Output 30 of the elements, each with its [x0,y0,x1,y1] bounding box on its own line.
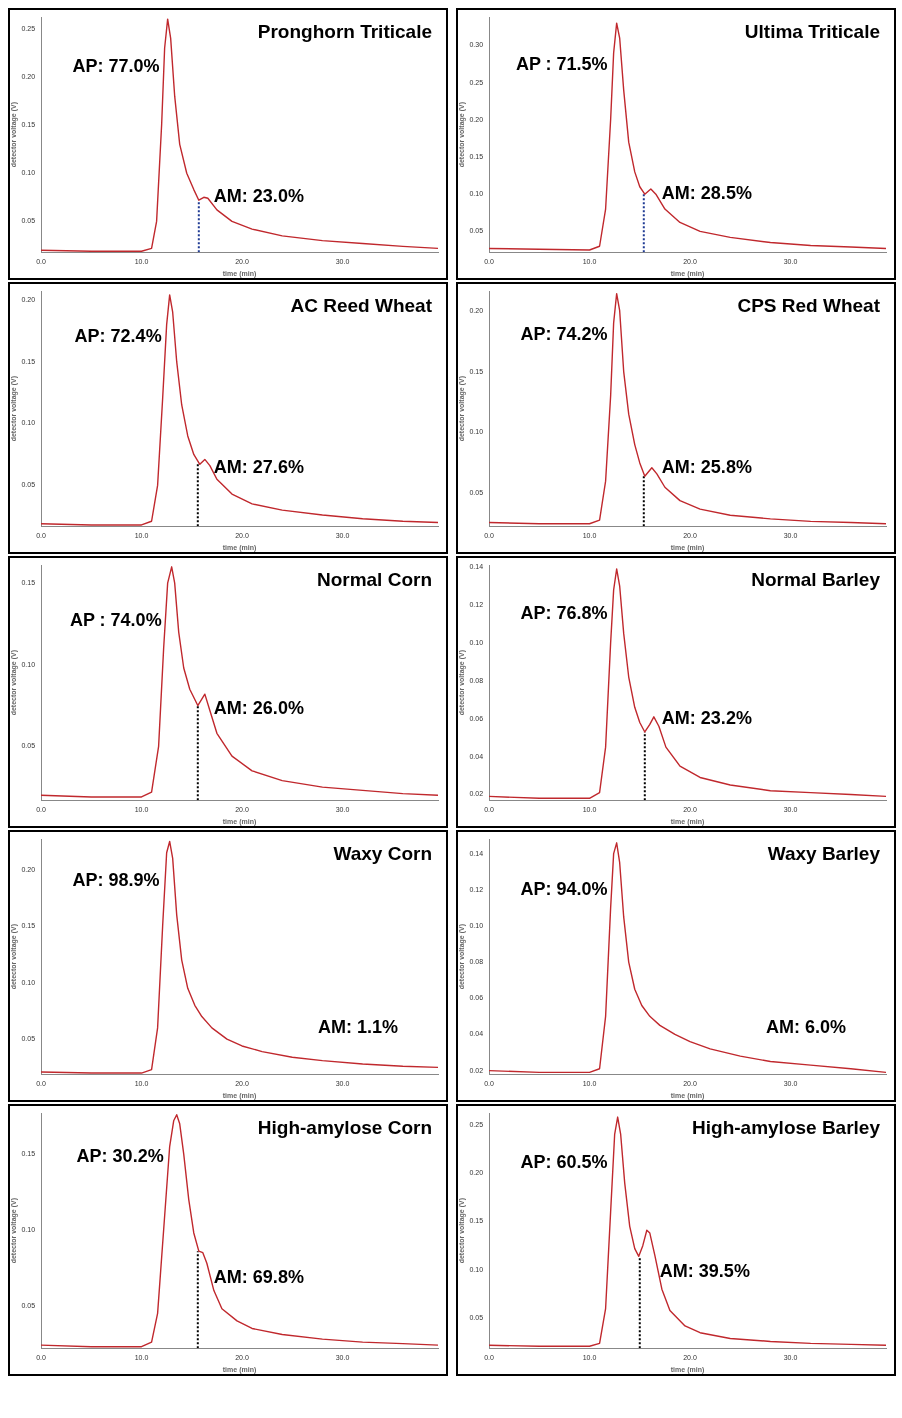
annotation: AP: 98.9% [72,869,160,890]
chart-title: Ultima Triticale [744,20,880,42]
chart-title: Pronghorn Triticale [257,20,432,42]
annotation: AM: 23.2% [661,707,752,728]
annotation: AP: 74.2% [520,324,608,344]
annotation: AP : 74.0% [69,609,162,630]
chart-title: High-amylose Barley [692,1116,881,1138]
annotation: AM: 26.0% [213,697,304,718]
chart-title: Waxy Barley [767,842,881,864]
annotation: AM: 25.8% [661,456,752,477]
annotation: AM: 23.0% [213,186,304,207]
annotation: AP: 72.4% [74,325,162,346]
chart-title: Waxy Corn [333,842,432,864]
annotation: AM: 39.5% [659,1260,750,1281]
annotation: AP: 94.0% [520,878,608,899]
chart-title: AC Reed Wheat [290,294,433,316]
annotation: AP : 71.5% [515,53,608,74]
annotation: AP: 30.2% [76,1146,164,1167]
annotation: AM: 1.1% [317,1017,398,1038]
annotation: AP: 77.0% [72,56,160,77]
annotation: AM: 6.0% [765,1017,846,1038]
annotation: AP: 60.5% [520,1152,608,1173]
annotation: AM: 28.5% [661,183,752,204]
chart-title: Normal Corn [316,568,432,590]
annotation: AM: 69.8% [213,1267,304,1288]
annotation: AM: 27.6% [213,457,304,478]
chart-title: CPS Red Wheat [737,294,881,316]
chart-title: Normal Barley [751,568,881,590]
chart-title: High-amylose Corn [257,1116,432,1138]
annotation: AP: 76.8% [520,603,608,624]
